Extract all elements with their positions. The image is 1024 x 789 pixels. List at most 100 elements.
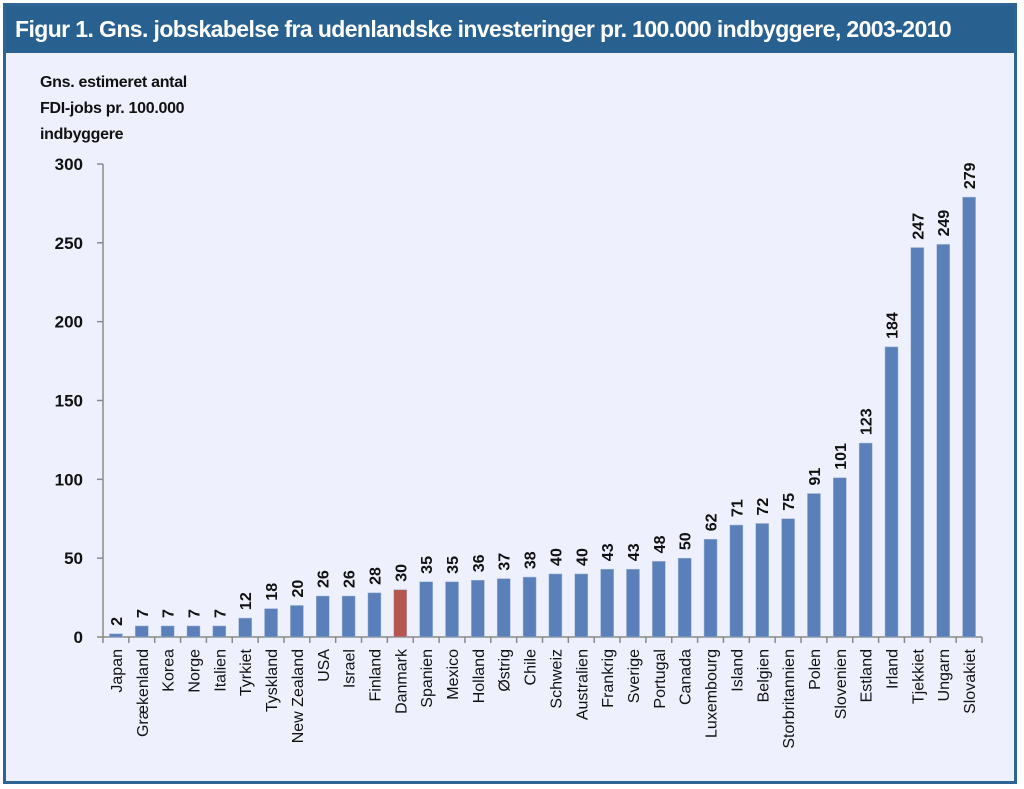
y-tick-label: 150 [55,392,83,411]
x-tick-label: Chile [523,649,540,686]
bar-grækenland [135,625,149,638]
x-tick-label: Australien [574,649,591,720]
chart-title: Figur 1. Gns. jobskabelse fra udenlandsk… [15,16,952,42]
bar-estland [858,442,873,638]
bar-holland [471,579,485,638]
data-label: 43 [600,543,617,561]
data-label: 35 [445,556,462,574]
x-tick-label: Østrig [497,649,514,692]
bar-slovakiet [962,196,976,638]
bar-canada [677,557,692,638]
y-tick-label: 0 [74,628,83,647]
y-tick-label: 250 [55,234,83,253]
bar-finland [367,592,382,638]
bar-australien [574,573,589,638]
x-tick-label: Holland [471,649,488,703]
x-tick-label: Island [729,649,746,692]
bar-danmark [393,589,408,638]
data-label: 50 [678,532,695,550]
x-tick-label: Tjekkiet [910,648,927,704]
x-tick-label: Storbritannien [781,649,798,749]
x-tick-label: Sverige [626,649,643,703]
bar-østrig [496,578,511,638]
data-label: 62 [704,513,721,531]
bar-israel [341,595,356,638]
bar-usa [316,595,330,638]
x-tick-label: Spanien [419,649,436,708]
bar-luxembourg [703,538,718,638]
x-tick-label: Portugal [652,649,669,709]
bar-slovenien [833,477,847,638]
data-label: 40 [548,548,565,566]
x-tick-label: Slovakiet [962,648,979,713]
bar-norge [186,625,201,638]
data-label: 71 [729,499,746,517]
y-tick-label: 100 [55,470,83,489]
x-tick-label: USA [316,649,333,682]
data-label: 7 [212,609,229,618]
x-tick-label: Tyrkiet [238,648,255,696]
data-label: 2 [109,617,126,626]
data-label: 7 [135,609,152,618]
bar-new-zealand [290,605,304,638]
y-axis-label: Gns. estimeret antal FDI-jobs pr. 100.00… [40,74,187,143]
data-label: 18 [264,583,281,601]
bar-belgien [755,523,769,638]
y-tick-label: 300 [55,155,83,174]
x-tick-label: Slovenien [833,649,850,719]
data-label: 91 [807,468,824,486]
data-label: 38 [523,551,540,569]
data-label: 26 [342,570,359,588]
bar-italien [212,625,227,638]
y-tick-label: 50 [64,549,83,568]
data-label: 101 [833,443,850,470]
x-tick-label: Tyskland [264,649,281,712]
x-tick-label: Grækenland [135,649,152,737]
x-tick-label: Irland [885,649,902,689]
x-tick-label: Japan [109,649,126,693]
bar-portugal [652,561,666,638]
bar-japan [109,633,123,638]
x-tick-label: Belgien [755,649,772,702]
data-label: 20 [290,580,307,598]
y-tick-label: 200 [55,313,83,332]
data-label: 279 [962,162,979,189]
x-tick-label: New Zealand [290,649,307,743]
bar-island [729,524,744,638]
x-tick-label: Korea [161,649,178,692]
x-tick-label: Schweiz [548,649,565,709]
x-tick-label: Norge [186,649,203,693]
data-label: 72 [755,498,772,516]
bar-chile [522,576,537,638]
data-label: 247 [910,213,927,240]
data-label: 30 [393,564,410,582]
x-tick-label: Finland [367,649,384,701]
data-label: 43 [626,543,643,561]
bar-tjekkiet [910,247,925,638]
bar-tyrkiet [238,617,252,638]
x-tick-label: Frankrig [600,649,617,708]
data-label: 40 [574,548,591,566]
figure-header: Figur 1. Gns. jobskabelse fra udenlandsk… [6,6,1014,53]
data-label: 12 [238,592,255,610]
x-tick-label: Polen [807,649,824,690]
data-label: 28 [367,567,384,585]
bar-storbritannien [781,518,795,638]
data-label: 7 [161,609,178,618]
bar-tyskland [264,608,278,638]
x-tick-label: Canada [678,649,695,705]
data-label: 48 [652,535,669,553]
x-tick-label: Italien [212,649,229,692]
bar-polen [807,493,821,638]
bar-spanien [419,581,433,638]
bar-mexico [445,581,459,638]
data-label: 37 [497,553,514,571]
data-label: 35 [419,556,436,574]
x-tick-label: Ungarn [936,649,953,701]
x-tick-label: Luxembourg [704,649,721,738]
bar-korea [160,625,175,638]
bar-irland [884,346,899,638]
data-label: 249 [936,210,953,237]
x-tick-label: Estland [859,649,876,702]
